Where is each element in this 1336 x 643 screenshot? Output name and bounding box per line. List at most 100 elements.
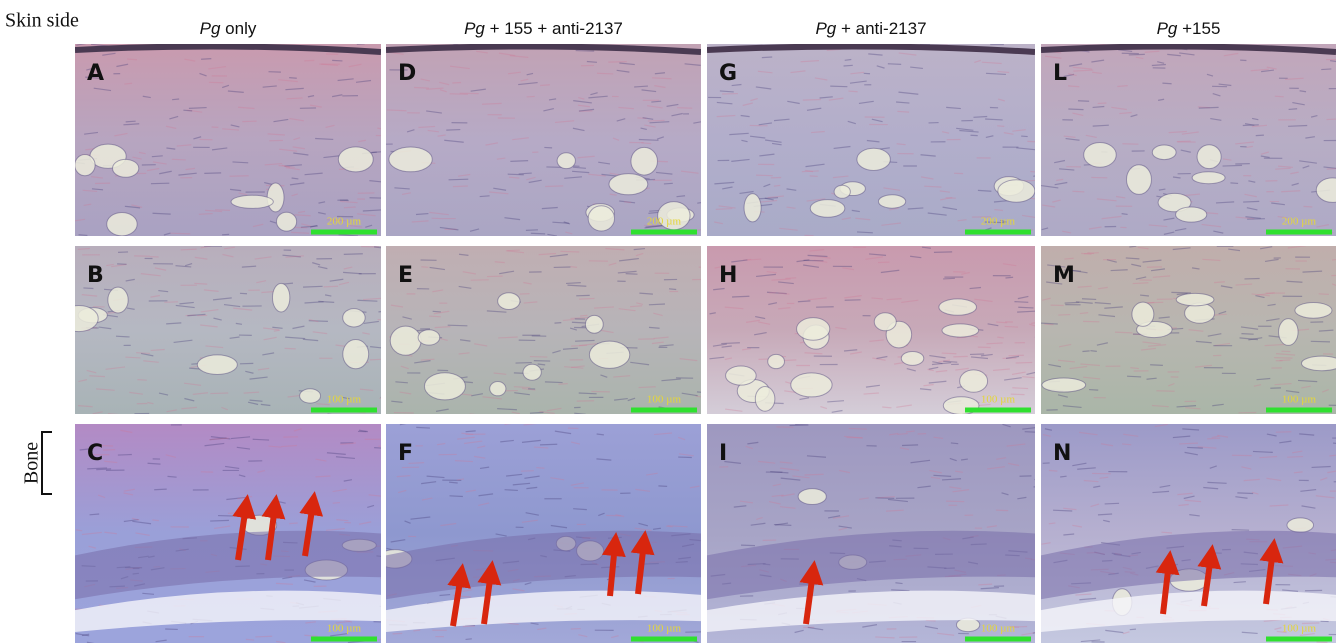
fat-cell (1279, 319, 1299, 346)
micrograph (75, 43, 390, 236)
fat-cell (998, 180, 1035, 203)
panel-letter: N (1053, 441, 1071, 466)
fiber (540, 85, 550, 86)
fat-cell (1084, 143, 1117, 168)
fiber (1111, 270, 1128, 271)
fiber (1068, 86, 1079, 87)
fiber (1287, 457, 1303, 458)
fiber (1082, 351, 1089, 352)
fiber (785, 278, 796, 279)
fiber (774, 525, 791, 526)
fat-cell (59, 305, 98, 331)
micrograph (707, 423, 1051, 643)
fiber (1129, 54, 1145, 55)
fiber (1018, 307, 1033, 308)
fiber (309, 321, 328, 322)
fiber (429, 316, 441, 317)
fiber (716, 209, 733, 210)
micrograph (707, 44, 1047, 236)
fiber (540, 444, 557, 445)
fiber (505, 490, 518, 491)
fiber (124, 83, 132, 84)
fiber (1090, 351, 1096, 352)
fiber (978, 584, 992, 585)
fiber (79, 235, 88, 236)
fiber (897, 111, 909, 112)
fat-cell (197, 355, 237, 375)
fat-cell (1197, 145, 1221, 169)
fiber (942, 353, 957, 354)
fiber (545, 382, 563, 383)
fiber (802, 171, 819, 172)
fiber (951, 443, 958, 444)
scale-label: 200 µm (981, 216, 1016, 228)
fiber (1016, 362, 1033, 363)
fat-cell (390, 326, 421, 355)
fiber (790, 425, 809, 426)
column-header: Pg + 155 + anti-2137 (464, 19, 623, 38)
fiber (332, 60, 342, 61)
fat-cell (939, 299, 977, 315)
panel-letter: F (398, 441, 413, 466)
panel-letter: I (719, 441, 727, 466)
fiber (669, 289, 676, 290)
fiber (997, 337, 1003, 338)
fiber (1127, 376, 1141, 377)
fiber (126, 121, 136, 122)
fat-cell (272, 283, 289, 312)
fiber (446, 130, 460, 131)
fat-cell (424, 373, 465, 400)
fiber (127, 59, 137, 60)
fiber (215, 210, 230, 211)
fiber (664, 183, 673, 184)
micrograph (1041, 43, 1336, 236)
fiber (597, 73, 613, 74)
fiber (538, 364, 546, 365)
fiber (1199, 107, 1219, 108)
fat-cell (75, 155, 95, 176)
fiber (118, 455, 132, 456)
panel-letter: M (1053, 263, 1075, 288)
fiber (1053, 510, 1072, 511)
panel-grid: Pg onlyPg + 155 + anti-2137Pg + anti-213… (59, 19, 1336, 643)
scale-label: 200 µm (327, 216, 362, 228)
fat-cell (389, 147, 432, 172)
fiber (608, 62, 626, 63)
fiber (762, 57, 772, 58)
fiber (246, 639, 254, 640)
fat-cell (1301, 356, 1336, 371)
fiber (303, 286, 323, 287)
fiber (1331, 275, 1336, 276)
fiber (1058, 315, 1070, 316)
fiber (732, 296, 749, 297)
fiber (414, 87, 429, 88)
fiber (103, 450, 115, 451)
panel-letter: L (1053, 61, 1067, 86)
fiber (199, 214, 213, 215)
fiber (721, 343, 740, 344)
fiber (170, 233, 190, 234)
column-header-italic: Pg (464, 19, 485, 38)
fiber (803, 99, 821, 100)
column-header-text: only (220, 19, 256, 38)
fiber (357, 44, 365, 45)
fiber (1133, 283, 1149, 284)
figure-title: Skin side (5, 10, 79, 32)
fat-cell (726, 366, 757, 385)
fiber (1072, 191, 1084, 192)
fiber (285, 348, 296, 349)
micrograph (378, 422, 705, 643)
fiber (536, 468, 544, 469)
fiber (902, 445, 918, 446)
fiber (151, 183, 169, 184)
scale-label: 200 µm (1282, 216, 1317, 228)
fiber (393, 633, 403, 634)
fiber (1082, 299, 1096, 300)
fiber (255, 636, 272, 637)
panel-letter: C (87, 441, 103, 466)
fiber (1279, 360, 1290, 361)
fat-cell (523, 364, 541, 380)
fiber (560, 251, 579, 252)
fat-cell (609, 174, 648, 195)
fiber (1078, 101, 1089, 102)
